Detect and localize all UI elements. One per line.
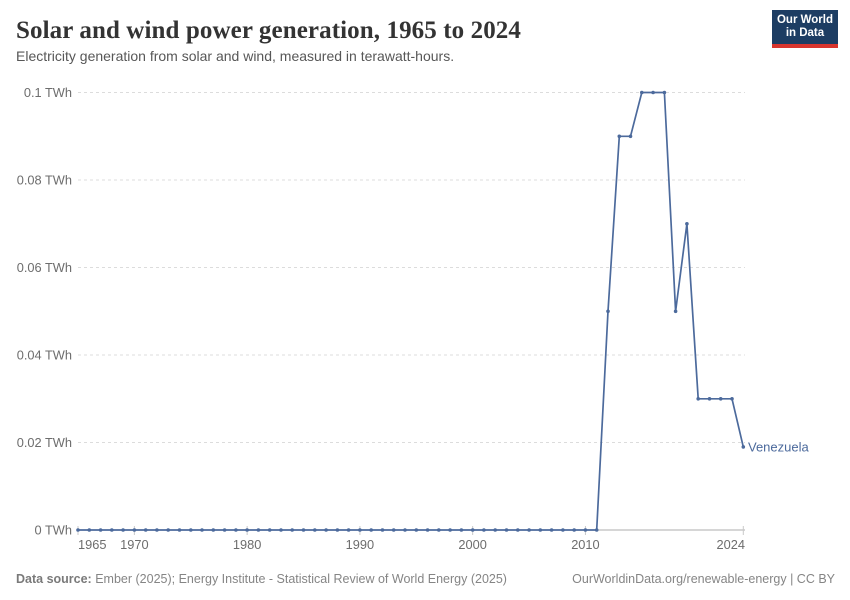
x-tick-label: 2024	[717, 537, 745, 552]
data-point[interactable]	[696, 397, 700, 401]
owid-logo-line1: Our World	[776, 14, 833, 26]
data-point[interactable]	[200, 528, 204, 532]
x-tick-label: 1965	[78, 537, 106, 552]
y-tick-label: 0 TWh	[35, 523, 72, 538]
data-point[interactable]	[448, 528, 452, 532]
data-point[interactable]	[110, 528, 114, 532]
data-point[interactable]	[606, 309, 610, 314]
data-point[interactable]	[391, 528, 396, 532]
data-point[interactable]	[380, 528, 385, 532]
data-point[interactable]	[538, 528, 543, 532]
data-point[interactable]	[143, 528, 148, 532]
owid-logo-line2: in Data	[785, 27, 825, 39]
data-point[interactable]	[313, 528, 317, 532]
owid-logo-text: Our World in Data	[777, 14, 833, 40]
data-point[interactable]	[662, 90, 667, 95]
data-point[interactable]	[561, 528, 565, 532]
data-point[interactable]	[98, 528, 103, 532]
data-point[interactable]	[222, 528, 227, 532]
data-point[interactable]	[493, 528, 498, 532]
data-point[interactable]	[76, 528, 80, 532]
data-point[interactable]	[718, 397, 723, 401]
data-source-label: Data source:	[16, 572, 92, 586]
y-tick-label: 0.1 TWh	[24, 85, 72, 100]
data-point[interactable]	[234, 528, 238, 532]
data-point[interactable]	[87, 528, 92, 532]
owid-logo[interactable]: Our World in Data	[772, 10, 838, 48]
data-point[interactable]	[583, 528, 588, 532]
data-point[interactable]	[346, 528, 351, 532]
y-tick-label: 0.04 TWh	[17, 348, 72, 363]
data-point[interactable]	[256, 528, 261, 532]
data-point[interactable]	[267, 528, 272, 532]
data-point[interactable]	[470, 528, 475, 532]
line-series[interactable]	[77, 91, 745, 531]
data-point[interactable]	[685, 222, 689, 226]
data-point[interactable]	[155, 528, 159, 532]
y-tick-label: 0.08 TWh	[17, 173, 72, 188]
data-point[interactable]	[132, 528, 137, 532]
data-point[interactable]	[324, 528, 328, 532]
data-point[interactable]	[425, 528, 430, 532]
data-point[interactable]	[516, 528, 520, 532]
data-point[interactable]	[572, 528, 576, 532]
data-point[interactable]	[482, 528, 486, 532]
attribution-link[interactable]: OurWorldinData.org/renewable-energy | CC…	[572, 572, 835, 586]
x-tick-label: 2010	[571, 537, 599, 552]
data-point[interactable]	[651, 90, 655, 95]
data-point[interactable]	[527, 528, 531, 532]
data-point[interactable]	[617, 134, 622, 139]
data-point[interactable]	[403, 528, 407, 532]
data-point[interactable]	[358, 528, 362, 532]
data-point[interactable]	[335, 528, 340, 532]
data-point[interactable]	[189, 528, 193, 532]
data-point[interactable]	[594, 528, 599, 532]
data-point[interactable]	[459, 528, 464, 532]
data-point[interactable]	[301, 528, 306, 532]
data-source: Data source: Ember (2025); Energy Instit…	[16, 572, 507, 586]
data-point[interactable]	[640, 90, 644, 95]
data-point[interactable]	[211, 528, 216, 532]
data-point[interactable]	[245, 528, 249, 532]
data-point[interactable]	[673, 309, 678, 314]
entity-label[interactable]: Venezuela	[748, 439, 809, 454]
data-point[interactable]	[177, 528, 182, 532]
chart-subtitle: Electricity generation from solar and wi…	[16, 48, 455, 64]
chart-title: Solar and wind power generation, 1965 to…	[16, 17, 522, 44]
data-point[interactable]	[707, 397, 712, 401]
data-point[interactable]	[504, 528, 509, 532]
data-point[interactable]	[166, 528, 170, 532]
data-point[interactable]	[437, 528, 441, 532]
x-tick-label: 1990	[346, 537, 374, 552]
data-point[interactable]	[414, 528, 419, 532]
chart-footer: Data source: Ember (2025); Energy Instit…	[0, 570, 850, 592]
x-tick-label: 1980	[233, 537, 261, 552]
x-tick-label: 1970	[120, 537, 148, 552]
x-tick-label: 2000	[458, 537, 486, 552]
data-point[interactable]	[730, 397, 734, 401]
data-source-text: Ember (2025); Energy Institute - Statist…	[95, 572, 507, 586]
data-point[interactable]	[628, 134, 633, 139]
data-point[interactable]	[121, 528, 125, 532]
data-point[interactable]	[549, 528, 554, 532]
data-point[interactable]	[290, 528, 295, 532]
y-tick-label: 0.06 TWh	[17, 260, 72, 275]
data-point[interactable]	[279, 528, 283, 532]
data-point[interactable]	[741, 445, 746, 449]
y-tick-label: 0.02 TWh	[17, 435, 72, 450]
data-point[interactable]	[369, 528, 374, 532]
